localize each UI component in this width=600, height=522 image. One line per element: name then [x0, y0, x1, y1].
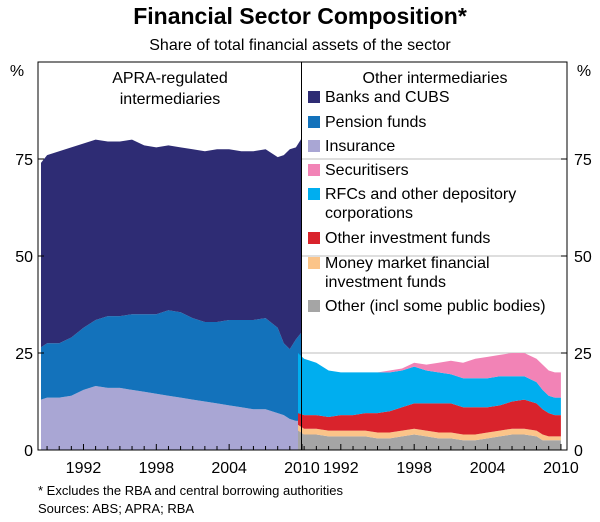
x-tick-label-0-1998: 1998: [139, 460, 175, 477]
area-insurance: [41, 386, 302, 450]
y-ticks: 0 0 25 25 50 50 75 75: [15, 152, 592, 460]
area-rfcs-and-other-depository-corporations: [298, 353, 561, 417]
x-tick-label-1-2004: 2004: [470, 460, 506, 477]
y-tick-right-0: 0: [574, 443, 583, 460]
x-ticks: 1992 1998 2004 2010 1992 1998 2004 2010: [46, 444, 579, 477]
legend-label-money-market-financial-investment-funds-line1: Money market financial: [325, 255, 490, 272]
y-tick-right-50: 50: [574, 249, 592, 266]
x-tick-label-0-1992: 1992: [66, 460, 102, 477]
legend-swatch-insurance: [308, 140, 320, 152]
panel-title-other: Other intermediaries: [363, 70, 508, 87]
y-tick-right-25: 25: [574, 346, 592, 363]
legend-label-money-market-financial-investment-funds-line2: investment funds: [325, 274, 446, 291]
legend-swatch-other-investment-funds: [308, 232, 320, 244]
chart-subtitle: Share of total financial assets of the s…: [149, 37, 451, 54]
legend-label-insurance: Insurance: [325, 138, 395, 155]
legend-label-securitisers: Securitisers: [325, 162, 409, 179]
x-tick-label-1-2010: 2010: [543, 460, 579, 477]
x-tick-label-0-2010: 2010: [284, 460, 320, 477]
legend-label-other-incl-some-public-bodies: Other (incl some public bodies): [325, 298, 546, 315]
legend-swatch-rfcs-and-other-depository-corporations: [308, 188, 320, 200]
panel-title-apra-line1: APRA-regulated: [112, 70, 228, 87]
x-tick-label-1-1992: 1992: [323, 460, 359, 477]
footnote: * Excludes the RBA and central borrowing…: [38, 483, 343, 498]
area-other-incl-some-public-bodies: [298, 430, 561, 450]
x-tick-label-1-1998: 1998: [396, 460, 432, 477]
y-tick-left-75: 75: [15, 152, 33, 169]
y-tick-left-25: 25: [15, 346, 33, 363]
legend-label-rfcs-and-other-depository-corporations-line2: corporations: [325, 205, 413, 222]
legend-label-pension-funds: Pension funds: [325, 114, 426, 131]
panel-titles: APRA-regulated intermediaries Other interm…: [112, 70, 507, 108]
y-tick-left-0: 0: [24, 443, 33, 460]
legend-swatch-banks-and-cubs: [308, 91, 320, 103]
area-securitisers: [298, 353, 561, 398]
legend-label-rfcs-and-other-depository-corporations-line1: RFCs and other depository: [325, 186, 516, 203]
x-tick-label-0-2004: 2004: [211, 460, 247, 477]
area-banks-and-cubs: [41, 137, 302, 350]
panel-title-apra-line2: intermediaries: [120, 91, 220, 108]
area-money-market-financial-investment-funds: [298, 424, 561, 441]
area-pension-funds: [41, 310, 302, 421]
areas-apra: [41, 137, 302, 450]
y-tick-left-50: 50: [15, 249, 33, 266]
legend-label-other-investment-funds: Other investment funds: [325, 230, 490, 247]
y-axis-unit-right: %: [577, 63, 591, 80]
y-tick-right-75: 75: [574, 152, 592, 169]
legend-label-banks-and-cubs: Banks and CUBS: [325, 89, 450, 106]
sources: Sources: ABS; APRA; RBA: [38, 501, 194, 516]
legend-swatch-securitisers: [308, 164, 320, 176]
y-axis-unit-left: %: [10, 63, 24, 80]
legend-swatch-other-incl-some-public-bodies: [308, 300, 320, 312]
legend-swatch-money-market-financial-investment-funds: [308, 257, 320, 269]
legend: Banks and CUBS Pension funds Insurance Secu…: [308, 89, 546, 315]
chart-title: Financial Sector Composition*: [133, 3, 467, 29]
legend-swatch-pension-funds: [308, 116, 320, 128]
areas-other: [298, 353, 561, 450]
area-other-investment-funds: [298, 399, 561, 437]
